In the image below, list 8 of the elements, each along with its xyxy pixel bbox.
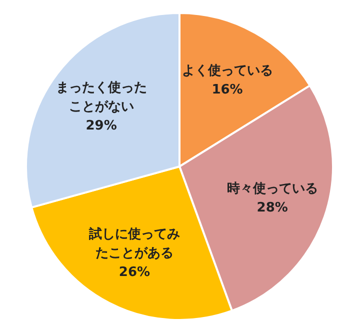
- slice-label: 時々使っている: [226, 182, 318, 197]
- data-label: 29%: [86, 118, 117, 134]
- slice-label: まったく使ったことがない: [56, 80, 147, 114]
- data-label: 16%: [212, 82, 243, 98]
- data-label: 28%: [256, 200, 288, 216]
- slice-label: 試しに使ってみたことがある: [88, 226, 180, 262]
- data-label: 26%: [118, 265, 150, 280]
- slice-label: よく使っている: [182, 64, 273, 79]
